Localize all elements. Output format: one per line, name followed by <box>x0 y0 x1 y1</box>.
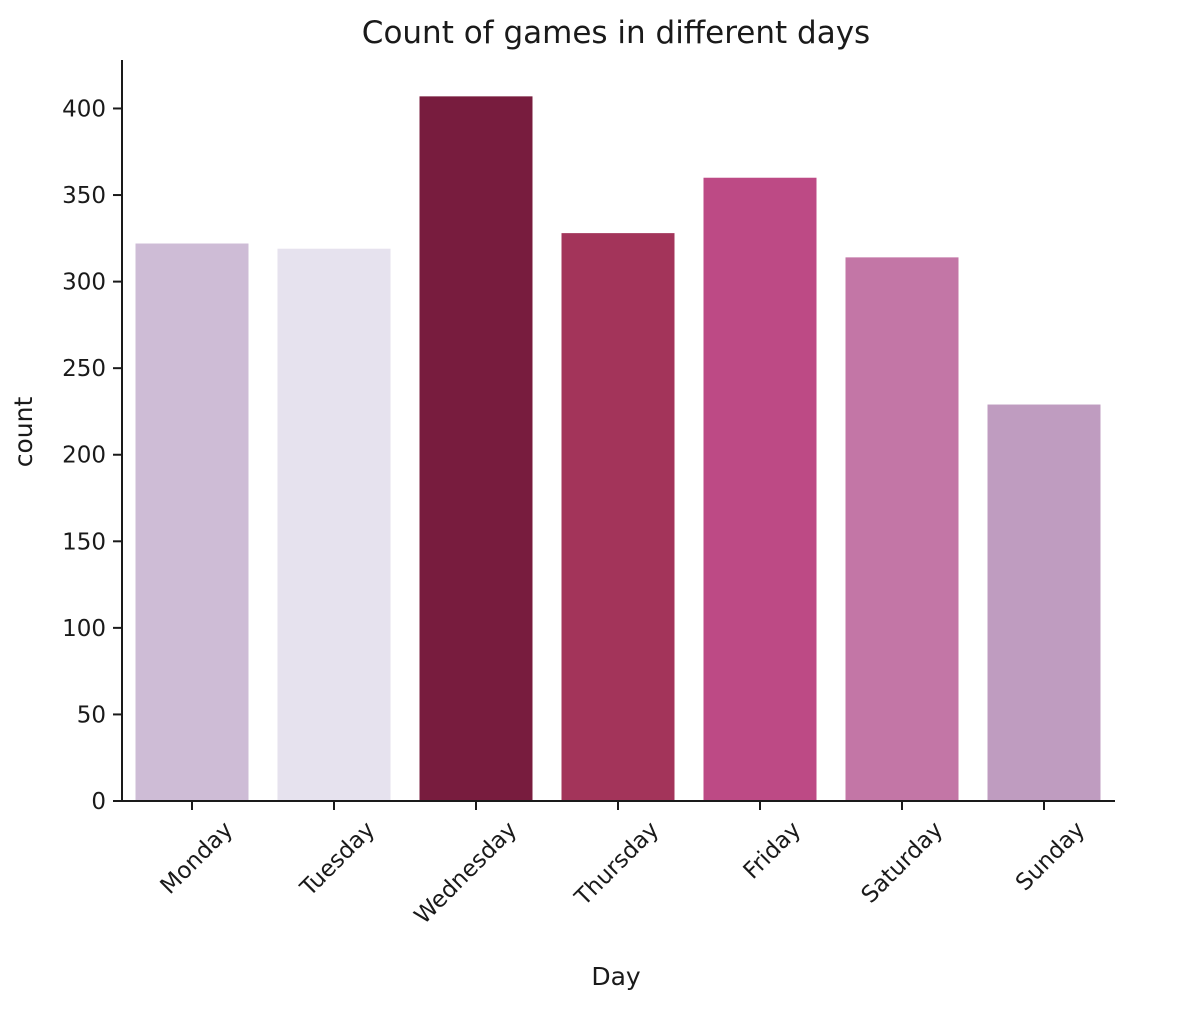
bar-friday <box>703 177 817 801</box>
y-tick-label: 0 <box>91 789 106 815</box>
bar-wednesday <box>419 96 533 801</box>
bar-sunday <box>987 404 1101 801</box>
x-tick-label: Thursday <box>570 817 665 912</box>
y-axis-label: count <box>9 397 38 468</box>
y-tick-label: 50 <box>77 702 106 728</box>
y-tick-label: 100 <box>62 616 106 642</box>
x-tick-label: Saturday <box>857 817 949 909</box>
y-tick-label: 200 <box>62 443 106 469</box>
x-tick-label: Wednesday <box>410 817 523 930</box>
y-tick-label: 300 <box>62 270 106 296</box>
x-tick-label: Monday <box>156 817 239 900</box>
y-axis-ticks: 0 50 100 150 200 250 300 350 400 <box>62 96 122 815</box>
x-tick-label: Friday <box>739 817 807 885</box>
x-tick-label: Sunday <box>1011 817 1090 896</box>
bar-tuesday <box>277 248 391 801</box>
y-tick-label: 250 <box>62 356 106 382</box>
x-axis-ticks: Monday Tuesday Wednesday Thursday Friday Satu… <box>156 801 1090 930</box>
bar-saturday <box>845 257 959 802</box>
x-tick-label: Tuesday <box>295 817 380 902</box>
y-tick-label: 150 <box>62 529 106 555</box>
chart-title: Count of games in different days <box>362 15 870 51</box>
y-tick-label: 350 <box>62 183 106 209</box>
bar-monday <box>135 243 249 802</box>
bars-group <box>135 96 1101 802</box>
y-tick-label: 400 <box>62 96 106 122</box>
bar-thursday <box>561 233 675 801</box>
x-axis-label: Day <box>591 962 641 991</box>
